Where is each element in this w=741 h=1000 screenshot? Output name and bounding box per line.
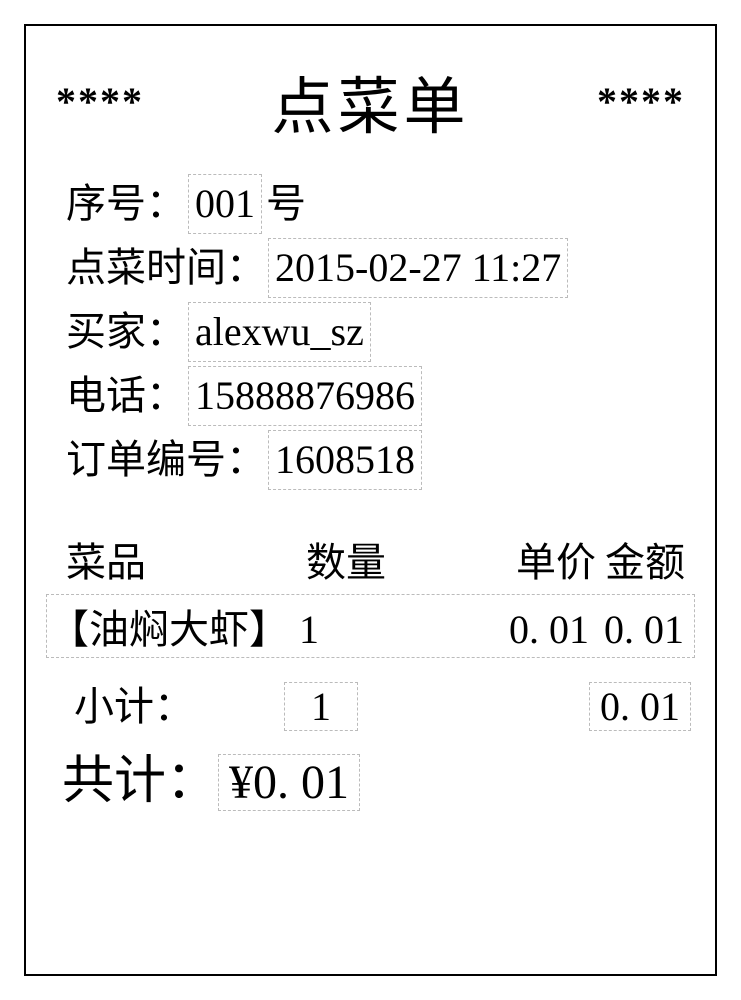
subtotal-amount: 0. 01 bbox=[589, 682, 691, 731]
phone-label: 电话： bbox=[66, 367, 186, 425]
items-section: 菜品 数量 单价 金额 【油焖大虾】 1 0. 01 0. 01 小计： 1 0… bbox=[44, 530, 697, 813]
total-row: 共计： ¥0. 01 bbox=[44, 738, 697, 813]
subtotal-label: 小计： bbox=[74, 674, 274, 732]
stars-right: **** bbox=[597, 78, 685, 125]
item-amount: 0. 01 bbox=[589, 606, 688, 653]
buyer-line: 买家： alexwu_sz bbox=[66, 302, 697, 362]
time-value: 2015-02-27 11:27 bbox=[268, 238, 568, 298]
order-value: 1608518 bbox=[268, 430, 422, 490]
subtotal-row: 小计： 1 0. 01 bbox=[44, 674, 697, 732]
title-row: **** 点菜单 **** bbox=[44, 56, 697, 146]
time-line: 点菜时间： 2015-02-27 11:27 bbox=[66, 238, 697, 298]
seq-value: 001 bbox=[188, 174, 262, 234]
buyer-label: 买家： bbox=[66, 303, 186, 361]
col-qty: 数量 bbox=[306, 530, 456, 588]
col-name: 菜品 bbox=[66, 530, 306, 588]
seq-suffix: 号 bbox=[266, 175, 306, 233]
item-unit: 0. 01 bbox=[449, 606, 589, 653]
time-label: 点菜时间： bbox=[66, 239, 266, 297]
item-qty: 1 bbox=[289, 606, 449, 653]
seq-label: 序号： bbox=[66, 175, 186, 233]
phone-value: 15888876986 bbox=[188, 366, 422, 426]
total-label: 共计： bbox=[62, 738, 218, 813]
stars-left: **** bbox=[56, 78, 144, 125]
phone-line: 电话： 15888876986 bbox=[66, 366, 697, 426]
seq-line: 序号： 001 号 bbox=[66, 174, 697, 234]
info-block: 序号： 001 号 点菜时间： 2015-02-27 11:27 买家： ale… bbox=[44, 174, 697, 490]
page-title: 点菜单 bbox=[271, 56, 469, 146]
order-line: 订单编号： 1608518 bbox=[66, 430, 697, 490]
items-header: 菜品 数量 单价 金额 bbox=[44, 530, 697, 594]
col-unit: 单价 bbox=[456, 530, 596, 588]
table-row: 【油焖大虾】 1 0. 01 0. 01 bbox=[46, 594, 695, 658]
order-label: 订单编号： bbox=[66, 431, 266, 489]
subtotal-qty: 1 bbox=[284, 682, 358, 731]
total-value: ¥0. 01 bbox=[218, 754, 360, 811]
col-amount: 金额 bbox=[596, 530, 689, 588]
receipt-frame: **** 点菜单 **** 序号： 001 号 点菜时间： 2015-02-27… bbox=[24, 24, 717, 976]
item-name: 【油焖大虾】 bbox=[49, 597, 289, 655]
buyer-value: alexwu_sz bbox=[188, 302, 371, 362]
